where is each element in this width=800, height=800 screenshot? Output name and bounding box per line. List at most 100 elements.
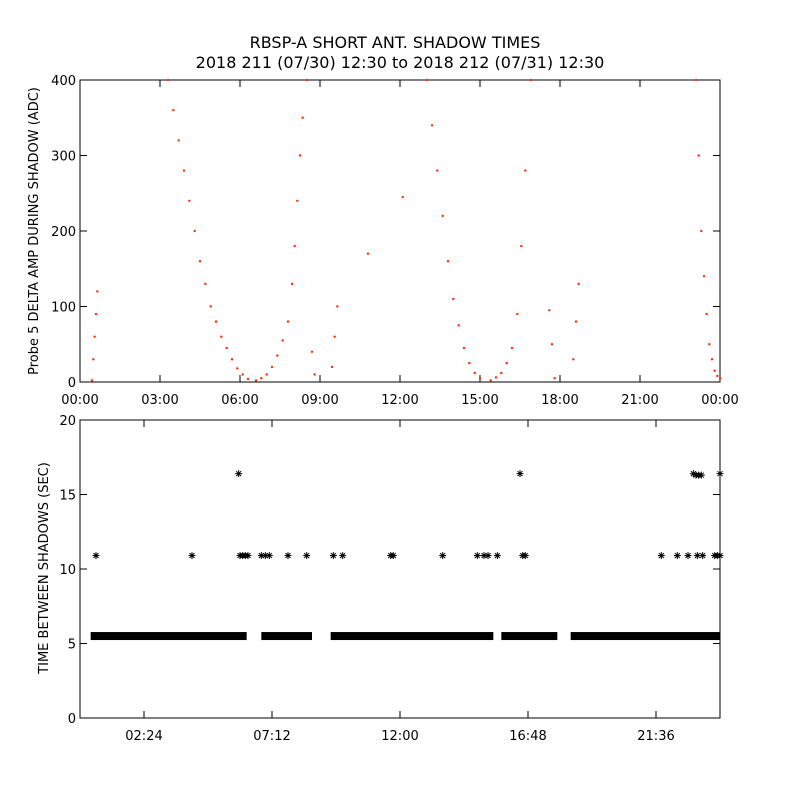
data-point: [524, 169, 527, 172]
data-point: [284, 552, 292, 560]
data-point: [657, 552, 665, 560]
top-y-tick-label: 300: [51, 150, 76, 165]
top-plot-frame: [79, 79, 721, 383]
dense-band-segment: [330, 632, 494, 641]
data-point: [329, 552, 337, 560]
data-point: [204, 282, 207, 286]
data-point: [293, 244, 296, 248]
data-point: [265, 373, 268, 376]
data-point: [489, 379, 492, 382]
bottom-x-tick-label: 16:48: [509, 729, 546, 744]
top-x-tick-label: 15:00: [461, 393, 498, 408]
bottom-series: [92, 470, 724, 560]
data-point: [574, 320, 578, 323]
data-point: [182, 169, 186, 172]
top-x-tick-label: 00:00: [701, 393, 738, 408]
data-point: [230, 358, 234, 361]
data-point: [92, 552, 100, 560]
dense-band-segment: [90, 632, 247, 641]
data-point: [553, 377, 556, 380]
data-point: [310, 350, 314, 353]
data-point: [710, 358, 714, 361]
data-point: [493, 552, 501, 560]
data-point: [401, 195, 404, 199]
data-point: [366, 252, 370, 255]
data-point: [305, 78, 308, 82]
top-axis-ticks: 00:00 03:00 06:00 09:00 12:00 15:00 18:00 21:00…: [51, 74, 739, 408]
data-point: [270, 365, 274, 369]
dense-band-segment: [261, 632, 312, 641]
top-x-tick-label: 21:00: [621, 393, 658, 408]
data-point: [92, 358, 95, 361]
data-point: [336, 305, 339, 308]
data-point: [330, 365, 334, 369]
bottom-y-tick-label: 5: [68, 638, 76, 653]
data-point: [220, 335, 223, 338]
data-point: [473, 552, 481, 560]
data-point: [478, 377, 482, 380]
data-point: [436, 169, 439, 172]
data-point: [298, 154, 302, 157]
data-point: [673, 552, 681, 560]
data-point: [430, 124, 434, 127]
data-point: [505, 361, 508, 365]
dense-band-segment: [570, 632, 720, 641]
data-point: [577, 282, 580, 286]
top-x-tick-label: 06:00: [221, 393, 258, 408]
data-point: [697, 471, 705, 479]
data-point: [188, 552, 196, 560]
data-point: [716, 470, 724, 478]
bottom-x-tick-label: 07:12: [253, 729, 290, 744]
data-point: [446, 260, 450, 263]
data-point: [265, 552, 273, 560]
data-point: [246, 377, 250, 381]
bottom-plot-frame: [79, 419, 721, 719]
data-point: [94, 312, 98, 316]
bottom-y-tick-label: 20: [59, 414, 76, 429]
data-point: [473, 371, 476, 375]
data-point: [713, 369, 716, 372]
data-point: [700, 229, 703, 233]
top-x-tick-label: 09:00: [301, 393, 338, 408]
bottom-x-tick-label: 02:24: [125, 729, 162, 744]
data-point: [166, 78, 170, 82]
data-point: [457, 324, 460, 327]
bottom-panel: 02:24 07:12 12:00 16:48 21:36 0 5 10 15 20 TIME B…: [37, 414, 724, 744]
data-point: [286, 320, 290, 323]
top-panel: 00:00 03:00 06:00 09:00 12:00 15:00 18:00 21:00…: [27, 74, 739, 408]
data-point: [520, 244, 523, 248]
data-point: [276, 354, 279, 357]
top-y-axis-label: Probe 5 DELTA AMP DURING SHADOW (ADC): [27, 87, 42, 375]
data-point: [510, 346, 514, 350]
top-series: [90, 78, 722, 382]
top-y-tick-label: 100: [51, 301, 76, 316]
data-point: [172, 109, 175, 112]
data-point: [716, 374, 719, 378]
data-point: [548, 309, 551, 312]
data-point: [188, 199, 191, 202]
data-point: [452, 297, 455, 301]
data-point: [500, 371, 503, 375]
data-point: [462, 346, 466, 350]
data-point: [702, 275, 706, 278]
data-point: [494, 376, 498, 379]
data-point: [214, 320, 218, 323]
data-point: [484, 552, 492, 560]
data-point: [694, 78, 698, 82]
data-point: [718, 377, 722, 380]
data-point: [333, 335, 336, 338]
top-x-tick-label: 12:00: [381, 393, 418, 408]
data-point: [441, 214, 444, 218]
bottom-y-axis-label: TIME BETWEEN SHADOWS (SEC): [37, 462, 52, 675]
data-point: [439, 552, 447, 560]
data-point: [290, 282, 294, 286]
top-x-tick-label: 00:00: [61, 393, 98, 408]
data-point: [516, 312, 519, 316]
data-point: [301, 116, 304, 119]
data-point: [225, 346, 228, 350]
data-point: [699, 552, 707, 560]
data-point: [177, 139, 180, 142]
data-point: [516, 470, 524, 478]
data-point: [550, 343, 554, 346]
data-point: [716, 552, 724, 560]
